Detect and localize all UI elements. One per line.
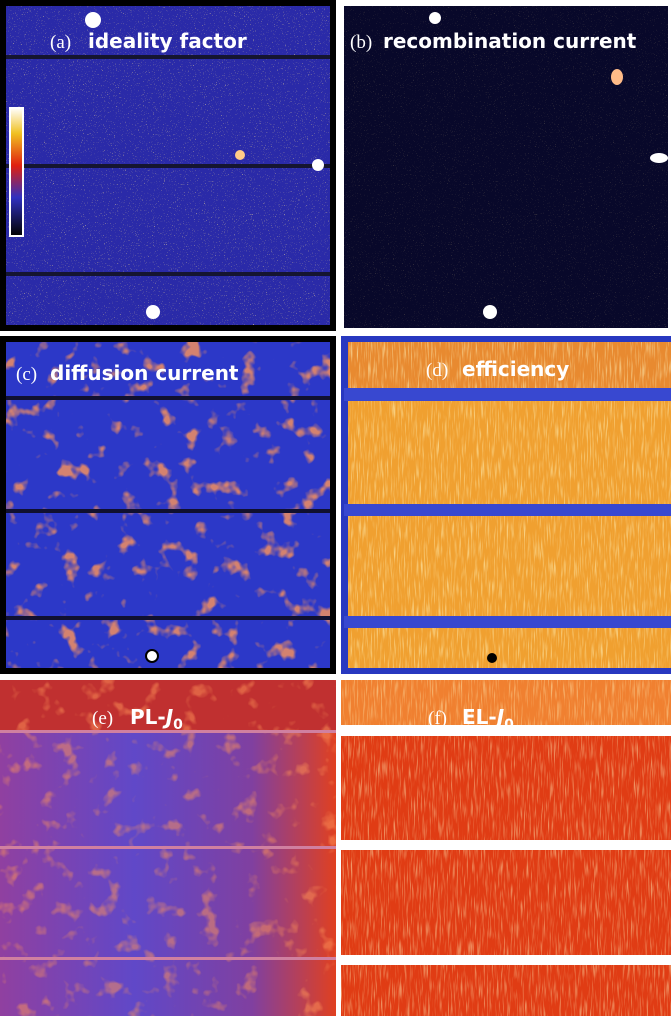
title-prefix: PL-: [130, 705, 166, 729]
panel-letter: (e): [92, 708, 113, 729]
panel-title: efficiency: [462, 357, 569, 381]
panel-letter: (d): [426, 360, 448, 381]
panel-title: recombination current: [383, 29, 637, 53]
title-subscript: 0: [504, 717, 514, 733]
panel-letter: (b): [350, 32, 372, 53]
panel-e: [0, 680, 336, 1016]
page: (a) ideality factor (b) recombination cu…: [0, 0, 671, 1016]
figure: (a) ideality factor (b) recombination cu…: [0, 0, 671, 1016]
panel-letter: (f): [428, 708, 447, 729]
panel-letter: (a): [50, 32, 71, 53]
panel-d: [341, 336, 671, 674]
panel-c: [0, 336, 336, 674]
panel-title: diffusion current: [50, 361, 239, 385]
panel-letter: (c): [16, 364, 37, 385]
title-prefix: EL-: [462, 705, 497, 729]
panel-title: ideality factor: [88, 29, 247, 53]
title-subscript: 0: [173, 717, 183, 733]
